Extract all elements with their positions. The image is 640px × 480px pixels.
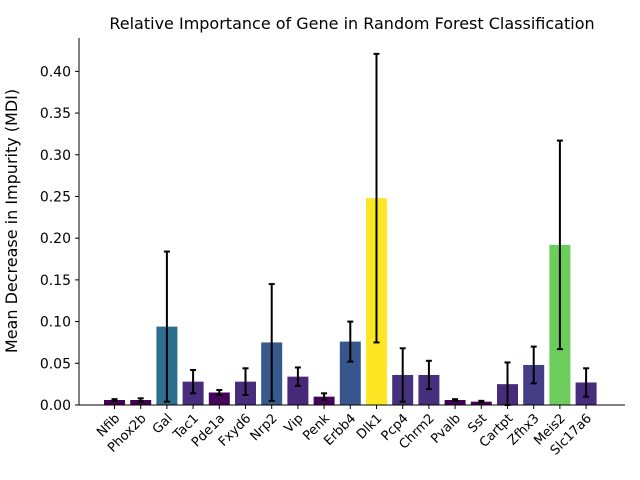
bar-vip [287, 376, 309, 405]
y-tick-label-7: 0.35 [40, 106, 71, 122]
y-tick-label-2: 0.10 [40, 315, 71, 331]
chart-title: Relative Importance of Gene in Random Fo… [109, 14, 594, 33]
bar-erbb4 [339, 341, 361, 405]
y-tick-label-8: 0.40 [40, 64, 71, 80]
bar-pde1a [208, 392, 230, 405]
y-tick-label-4: 0.20 [40, 231, 71, 247]
y-axis: 0.00 0.05 0.10 0.15 0.20 0.25 0.30 0.35 0.40 [40, 38, 80, 414]
y-tick-label-5: 0.25 [40, 189, 71, 205]
y-tick-label-6: 0.30 [40, 148, 71, 164]
y-tick-label-1: 0.05 [40, 356, 71, 372]
error-bars-layer [111, 52, 590, 406]
x-tick-label-nrp2: Nrp2 [248, 411, 281, 444]
bar-pvalb [444, 400, 466, 405]
x-tick-label-pvalb: Pvalb [428, 411, 464, 447]
x-tick-label-dlk1: Dlk1 [354, 411, 385, 442]
bar-nfib [104, 400, 125, 405]
y-tick-label-0: 0.00 [40, 398, 71, 414]
y-tick-label-3: 0.15 [40, 273, 71, 289]
bars-layer [104, 198, 597, 405]
bar-zfhx3 [523, 364, 545, 405]
y-axis-label: Mean Decrease in Impurity (MDI) [2, 89, 21, 353]
